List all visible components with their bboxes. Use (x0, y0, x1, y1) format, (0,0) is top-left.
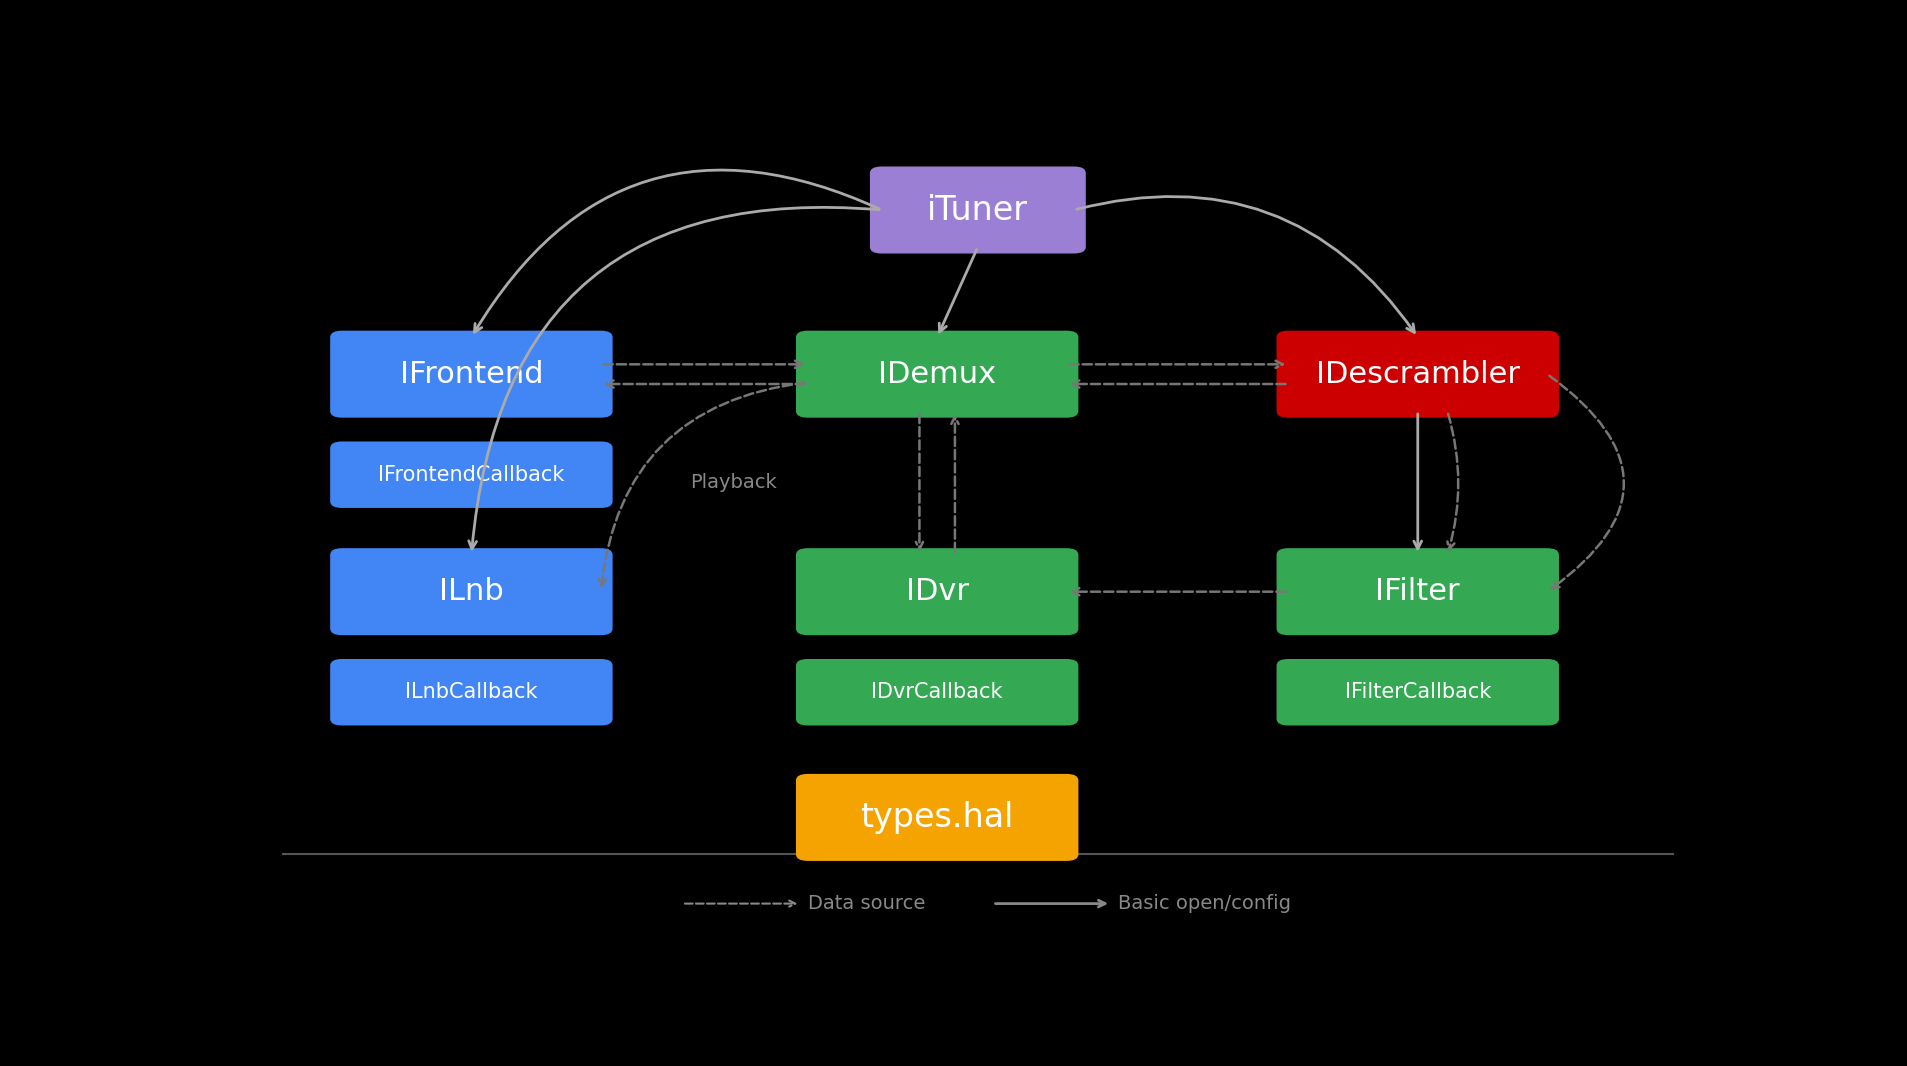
Text: IFrontendCallback: IFrontendCallback (378, 465, 564, 485)
Text: IFrontend: IFrontend (399, 359, 543, 389)
Text: IDemux: IDemux (877, 359, 995, 389)
FancyBboxPatch shape (795, 774, 1077, 861)
FancyBboxPatch shape (1276, 659, 1558, 726)
Text: iTuner: iTuner (927, 194, 1028, 226)
Text: types.hal: types.hal (860, 801, 1013, 834)
Text: Playback: Playback (690, 473, 776, 492)
Text: ILnbCallback: ILnbCallback (404, 682, 538, 702)
FancyBboxPatch shape (330, 659, 612, 726)
Text: IDvrCallback: IDvrCallback (871, 682, 1003, 702)
Text: IFilterCallback: IFilterCallback (1344, 682, 1489, 702)
Text: IDvr: IDvr (906, 577, 969, 607)
Text: ILnb: ILnb (439, 577, 503, 607)
FancyBboxPatch shape (330, 330, 612, 418)
FancyBboxPatch shape (1276, 548, 1558, 635)
Text: IDescrambler: IDescrambler (1316, 359, 1520, 389)
FancyBboxPatch shape (795, 548, 1077, 635)
FancyBboxPatch shape (795, 330, 1077, 418)
FancyBboxPatch shape (330, 441, 612, 508)
Text: IFilter: IFilter (1375, 577, 1459, 607)
Text: Data source: Data source (807, 894, 925, 914)
Text: Basic open/config: Basic open/config (1118, 894, 1291, 914)
FancyBboxPatch shape (870, 166, 1085, 254)
FancyBboxPatch shape (330, 548, 612, 635)
FancyBboxPatch shape (1276, 330, 1558, 418)
FancyBboxPatch shape (795, 659, 1077, 726)
